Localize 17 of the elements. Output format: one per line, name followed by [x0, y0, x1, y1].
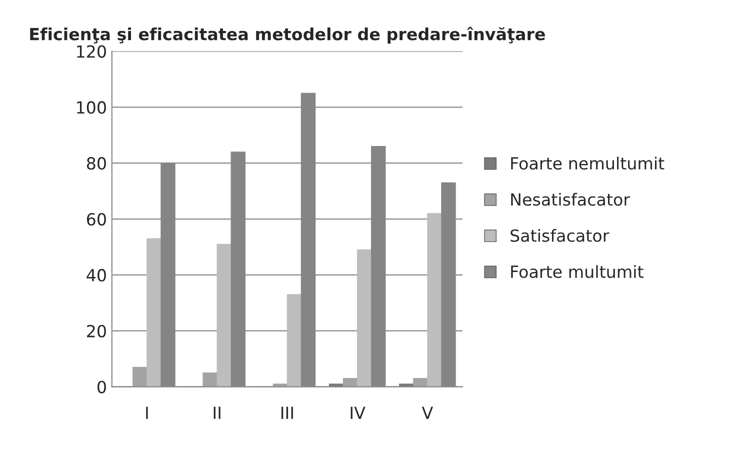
- y-tick-label: 100: [77, 101, 106, 114]
- chart-title: Eficienţa şi eficacitatea metodelor de predare-învăţare: [30, 26, 545, 44]
- y-tick-label: 80: [86, 157, 106, 170]
- legend-label: Foarte multumit: [511, 265, 644, 278]
- y-tick-label: 40: [86, 268, 106, 282]
- y-tick-label: 60: [86, 212, 106, 226]
- x-tick-label: III: [281, 406, 293, 419]
- x-tick-label: V: [422, 406, 434, 419]
- x-tick-label: II: [214, 406, 220, 419]
- y-tick-label: 120: [77, 45, 106, 58]
- x-tick-label: IV: [350, 406, 366, 419]
- x-tick-label: I: [146, 406, 148, 419]
- legend-label: Foarte nemultumit: [511, 156, 664, 170]
- y-tick-label: 0: [98, 380, 106, 394]
- legend-label: Satisfacator: [510, 229, 610, 242]
- y-tick-label: 20: [87, 324, 106, 338]
- legend-label: Nesatisfacator: [511, 192, 630, 206]
